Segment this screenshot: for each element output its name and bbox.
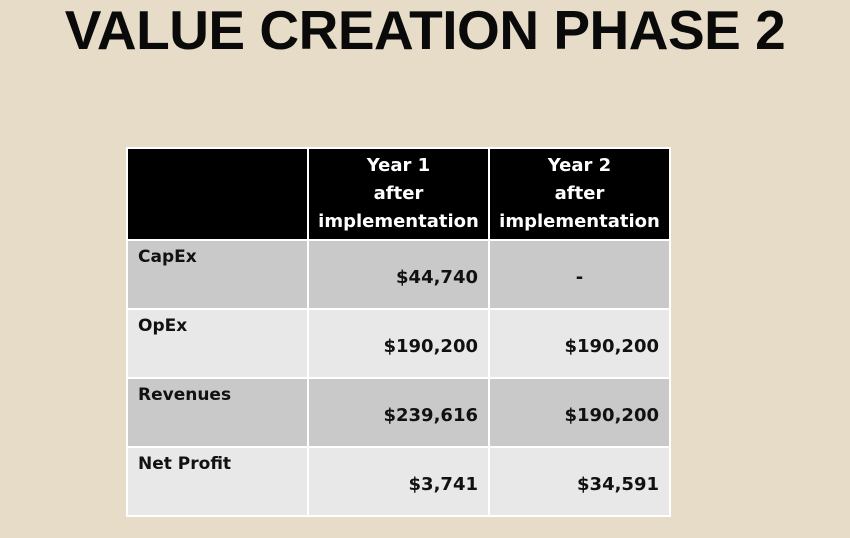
page-title: VALUE CREATION PHASE 2 bbox=[64, 0, 786, 61]
year1-value: $3,741 bbox=[307, 446, 490, 517]
table-row: CapEx $44,740 - bbox=[126, 239, 671, 310]
header-line: Year 2 bbox=[547, 155, 612, 176]
header-line: Year 1 bbox=[366, 155, 431, 176]
year1-value: $239,616 bbox=[307, 377, 490, 448]
header-line: implementation bbox=[499, 211, 660, 232]
table-row: OpEx $190,200 $190,200 bbox=[126, 308, 671, 379]
header-year1: Year 1 after implementation bbox=[307, 147, 490, 241]
table-row: Net Profit $3,741 $34,591 bbox=[126, 446, 671, 517]
row-label: CapEx bbox=[126, 239, 309, 310]
value-table: Year 1 after implementation Year 2 after imp… bbox=[126, 147, 671, 517]
year2-value: $190,200 bbox=[488, 308, 671, 379]
header-year2: Year 2 after implementation bbox=[488, 147, 671, 241]
table-row: Revenues $239,616 $190,200 bbox=[126, 377, 671, 448]
year2-value: $190,200 bbox=[488, 377, 671, 448]
header-row: Year 1 after implementation Year 2 after imp… bbox=[126, 147, 671, 241]
year1-value: $190,200 bbox=[307, 308, 490, 379]
header-line: after bbox=[554, 183, 605, 204]
header-line: implementation bbox=[318, 211, 479, 232]
year2-value: $34,591 bbox=[488, 446, 671, 517]
row-label: Revenues bbox=[126, 377, 309, 448]
row-label: Net Profit bbox=[126, 446, 309, 517]
header-line: after bbox=[373, 183, 424, 204]
year2-value: - bbox=[488, 239, 671, 310]
year1-value: $44,740 bbox=[307, 239, 490, 310]
header-empty bbox=[126, 147, 309, 241]
row-label: OpEx bbox=[126, 308, 309, 379]
